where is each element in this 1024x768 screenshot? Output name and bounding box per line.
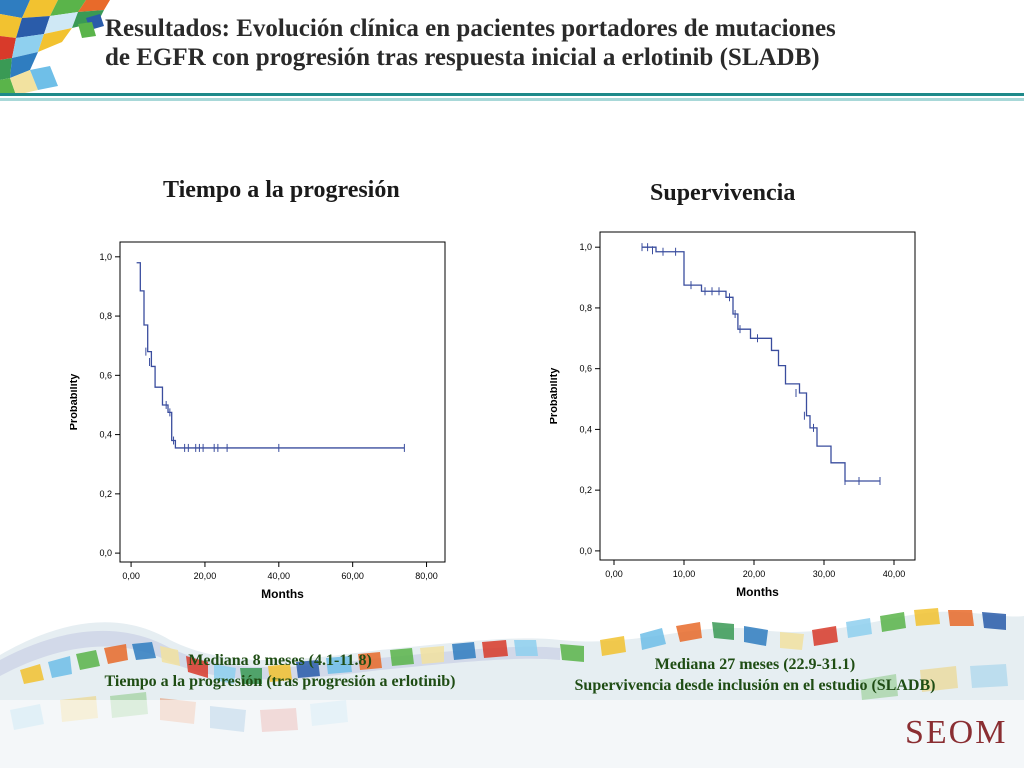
progression-ytick-label: 0,8 <box>99 311 112 321</box>
title-rule-light <box>0 98 1024 101</box>
survival-description: Supervivencia desde inclusión en el estu… <box>574 677 936 694</box>
slide-title-line2: de EGFR con progresión tras respuesta in… <box>105 44 820 71</box>
progression-xtick-label: 0,00 <box>122 571 140 581</box>
progression-ytick-label: 0,4 <box>99 430 112 440</box>
seom-logo: SEOM <box>905 714 1008 751</box>
progression-y-axis-label: Probability <box>70 373 80 431</box>
survival-caption: Mediana 27 meses (22.9-31.1) Supervivenc… <box>505 654 1005 696</box>
survival-xtick-label: 30,00 <box>813 569 836 579</box>
survival-plot-frame <box>599 231 916 561</box>
slide-title: Resultados: Evolución clínica en pacient… <box>105 14 1020 72</box>
progression-chart-heading: Tiempo a la progresión <box>163 177 400 203</box>
survival-ytick-label: 1,0 <box>579 242 592 252</box>
survival-ytick-label: 0,6 <box>579 364 592 374</box>
progression-survival-curve <box>136 262 405 449</box>
progression-plot-frame <box>119 241 446 563</box>
survival-km-chart: 0,0 0,2 0,4 0,6 0,8 1,0 0,00 10,00 20,00 30,00 40,… <box>550 231 916 599</box>
progression-ytick-label: 1,0 <box>99 252 112 262</box>
survival-ytick-label: 0,8 <box>579 303 592 313</box>
progression-xtick-label: 60,00 <box>341 571 364 581</box>
survival-x-axis-label: Months <box>736 585 779 599</box>
survival-ytick-label: 0,4 <box>579 424 592 434</box>
progression-xtick-label: 20,00 <box>194 571 217 581</box>
progression-ytick-label: 0,2 <box>99 489 112 499</box>
progression-caption: Mediana 8 meses (4.1-11.8) Tiempo a la p… <box>30 650 530 692</box>
progression-median: Mediana 8 meses (4.1-11.8) <box>188 652 372 669</box>
progression-ytick-label: 0,0 <box>99 548 112 558</box>
survival-xtick-label: 10,00 <box>673 569 696 579</box>
survival-chart-heading: Supervivencia <box>650 180 796 206</box>
progression-ytick-label: 0,6 <box>99 370 112 380</box>
progression-xtick-label: 80,00 <box>415 571 438 581</box>
progression-x-axis-label: Months <box>261 587 304 601</box>
survival-ytick-label: 0,2 <box>579 485 592 495</box>
title-rule-dark <box>0 93 1024 96</box>
survival-xtick-label: 40,00 <box>883 569 906 579</box>
survival-median: Mediana 27 meses (22.9-31.1) <box>654 656 856 673</box>
progression-description: Tiempo a la progresión (tras progresión … <box>104 673 456 690</box>
survival-survival-curve <box>642 246 880 482</box>
mosaic-decoration-bottom <box>0 608 1024 768</box>
survival-ytick-label: 0,0 <box>579 546 592 556</box>
survival-xtick-label: 0,00 <box>605 569 623 579</box>
progression-xtick-label: 40,00 <box>268 571 291 581</box>
progression-km-chart: 0,0 0,2 0,4 0,6 0,8 1,0 0,00 20,00 40,00 60,00 80,… <box>70 241 446 601</box>
survival-xtick-label: 20,00 <box>743 569 766 579</box>
mosaic-decoration-top <box>0 0 115 95</box>
slide-title-line1: Resultados: Evolución clínica en pacient… <box>105 15 836 42</box>
survival-y-axis-label: Probability <box>550 367 560 425</box>
